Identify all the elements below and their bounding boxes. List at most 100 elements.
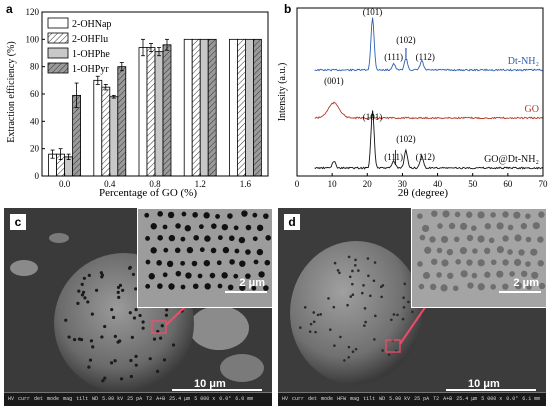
databar-field: WD xyxy=(379,396,386,402)
pore xyxy=(203,212,210,219)
pore xyxy=(156,369,160,373)
pore xyxy=(221,272,228,279)
pore xyxy=(418,283,425,290)
legend-swatch xyxy=(47,17,69,29)
bar xyxy=(101,86,111,177)
pore xyxy=(431,258,438,265)
bar xyxy=(117,66,127,177)
pore xyxy=(134,287,138,291)
pore xyxy=(466,211,473,218)
pore xyxy=(80,293,85,297)
pore xyxy=(199,247,205,253)
pore xyxy=(103,324,107,329)
pore xyxy=(119,377,124,381)
pore xyxy=(186,246,194,254)
pore xyxy=(88,358,93,362)
pore xyxy=(94,288,99,292)
plot-frame xyxy=(296,7,544,177)
pore xyxy=(160,324,164,328)
pore xyxy=(64,318,68,322)
bar xyxy=(228,38,238,177)
pore xyxy=(116,285,121,290)
bar xyxy=(162,44,172,177)
pore xyxy=(166,260,174,268)
y-tick-label: 100 xyxy=(26,34,40,44)
pore xyxy=(351,269,354,273)
pore xyxy=(466,234,474,242)
pore xyxy=(333,344,336,347)
pore xyxy=(79,337,84,342)
pore xyxy=(484,223,491,230)
pore xyxy=(477,283,485,291)
pore xyxy=(144,212,150,218)
pore xyxy=(145,283,151,289)
pore xyxy=(380,295,383,299)
pore xyxy=(198,224,204,230)
pore xyxy=(502,211,509,218)
pore xyxy=(130,335,134,339)
pore xyxy=(514,234,522,242)
legend-label: 1-OHPhe xyxy=(72,49,110,60)
pore xyxy=(525,261,531,267)
pore xyxy=(367,274,370,278)
pore xyxy=(180,284,186,290)
y-tick-label: 80 xyxy=(30,62,40,72)
pore xyxy=(134,354,138,358)
pore xyxy=(67,335,71,339)
pore xyxy=(89,339,94,343)
pore xyxy=(217,235,223,241)
x-tick-label: 0.4 xyxy=(104,179,116,189)
pore xyxy=(164,313,169,317)
pore xyxy=(319,313,322,316)
pore xyxy=(437,223,443,229)
pore xyxy=(459,246,468,255)
pore xyxy=(349,295,353,298)
panel-letter-d: d xyxy=(284,214,300,230)
pore xyxy=(233,273,239,279)
databar-field: 5.00 kV xyxy=(389,396,411,402)
bar xyxy=(183,38,193,177)
pore xyxy=(354,258,357,262)
pore xyxy=(351,350,355,354)
pore xyxy=(100,275,104,279)
pore xyxy=(363,307,367,310)
pore xyxy=(145,236,150,241)
pore xyxy=(165,308,169,312)
x-tick-label: 0.0 xyxy=(59,179,71,189)
pore xyxy=(265,234,272,241)
pore xyxy=(222,246,230,254)
pore xyxy=(141,326,145,330)
pore xyxy=(454,211,461,218)
pore xyxy=(138,313,142,318)
pore xyxy=(215,214,220,219)
pore xyxy=(466,259,473,266)
pore xyxy=(233,225,239,231)
databar-field: 0.0° xyxy=(219,396,232,402)
pore xyxy=(351,282,354,286)
sem-databar: HV curr det mode HFW mag tilt WD 5.00 kV 25 pA T2 A… xyxy=(278,392,546,406)
pore xyxy=(348,275,352,279)
pore xyxy=(496,222,504,230)
xrd-series-line xyxy=(314,17,544,72)
pore xyxy=(467,282,474,289)
pore xyxy=(347,255,351,259)
pore xyxy=(472,248,478,254)
xrd-chart: Dt-NH₂ GO GO@Dt-NH₂ 0 10 20 30 40 50 60 70 (101) (… xyxy=(277,7,548,199)
databar-field: mode xyxy=(47,396,60,402)
pore xyxy=(363,324,366,327)
databar-field: det xyxy=(34,396,44,402)
databar-field: det xyxy=(308,396,318,402)
pore xyxy=(76,301,80,305)
bar xyxy=(93,79,103,177)
pore xyxy=(417,213,423,219)
pore xyxy=(328,328,332,331)
databar-field: curr xyxy=(18,396,31,402)
pore xyxy=(132,316,137,320)
pore xyxy=(210,247,217,254)
bar xyxy=(154,51,164,177)
scale-label-inset: 2 μm xyxy=(239,277,265,289)
pore xyxy=(180,236,186,242)
pore xyxy=(116,290,120,294)
pore xyxy=(477,235,485,243)
peak-annotation: (112) xyxy=(416,152,435,162)
